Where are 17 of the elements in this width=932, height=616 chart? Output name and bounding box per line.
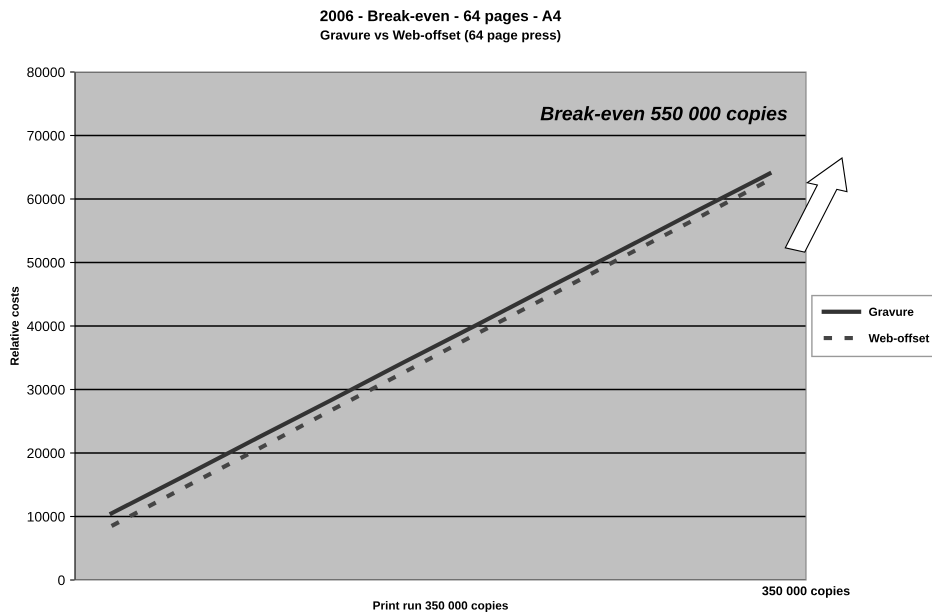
x-axis-title: Print run 350 000 copies: [373, 600, 508, 612]
legend-label: Gravure: [869, 308, 914, 316]
chart-subtitle: Gravure vs Web-offset (64 page press): [320, 30, 560, 42]
legend-label: Web-offset: [868, 334, 930, 342]
annotation: Break-even 550 000 copies: [540, 106, 788, 124]
y-tick-label: 30000: [27, 384, 65, 395]
y-tick-label: 60000: [27, 194, 65, 204]
y-tick-label: 10000: [28, 512, 65, 522]
y-axis-title: Relative costs: [10, 286, 19, 365]
y-tick-label: 20000: [27, 448, 65, 458]
y-tick-label: 70000: [27, 130, 65, 141]
chart-title: 2006 - Break-even - 64 pages - A4: [320, 10, 562, 24]
y-tick-label: 80000: [27, 67, 65, 78]
y-tick-label: 40000: [26, 321, 65, 332]
y-tick-label: 50000: [27, 258, 65, 268]
y-tick-label: 0: [58, 575, 65, 586]
text: 350 000 copies: [762, 586, 850, 598]
